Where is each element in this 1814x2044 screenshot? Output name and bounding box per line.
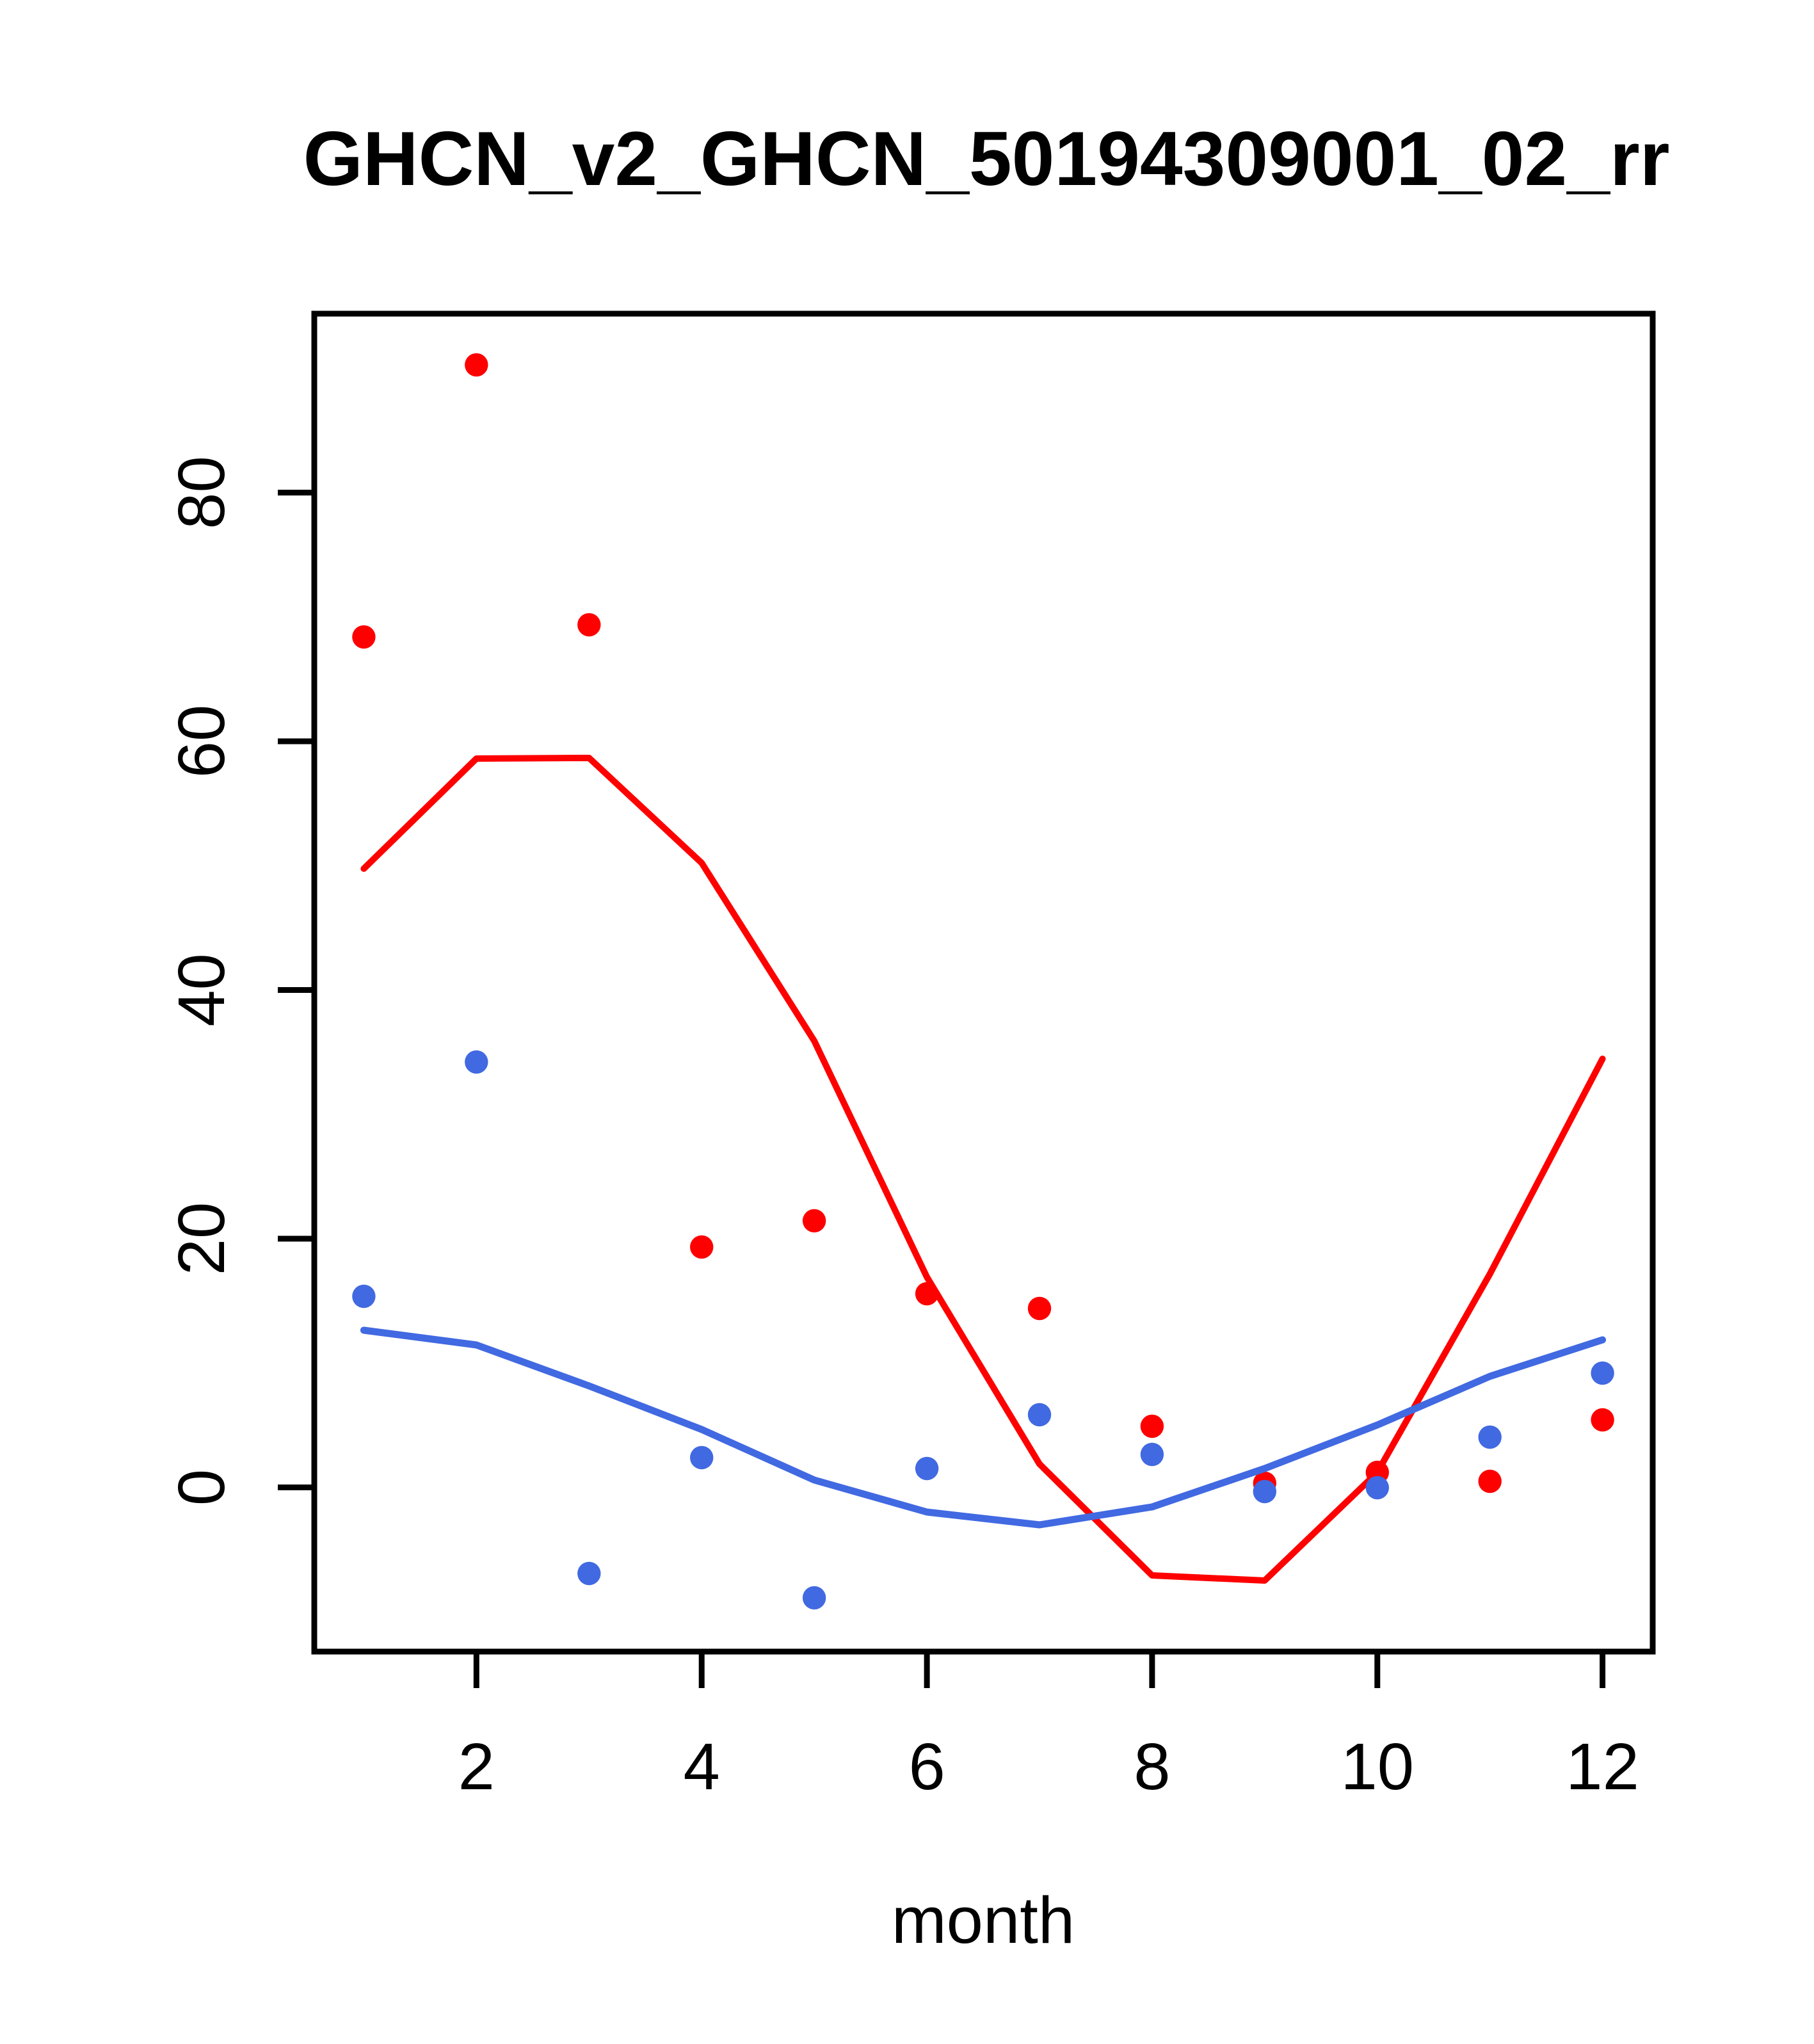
svg-text:8: 8 (1134, 1730, 1170, 1803)
svg-text:GHCN_v2_GHCN_50194309001_02_rr: GHCN_v2_GHCN_50194309001_02_rr (303, 116, 1670, 202)
svg-text:6: 6 (908, 1730, 945, 1803)
svg-text:20: 20 (165, 1202, 238, 1276)
svg-text:40: 40 (165, 953, 238, 1027)
svg-text:60: 60 (165, 705, 238, 778)
svg-text:80: 80 (165, 456, 238, 529)
svg-text:12: 12 (1566, 1730, 1639, 1803)
svg-text:month: month (892, 1883, 1075, 1957)
svg-text:4: 4 (684, 1730, 720, 1803)
svg-text:0: 0 (165, 1469, 238, 1506)
svg-text:10: 10 (1341, 1730, 1415, 1803)
svg-text:2: 2 (458, 1730, 495, 1803)
